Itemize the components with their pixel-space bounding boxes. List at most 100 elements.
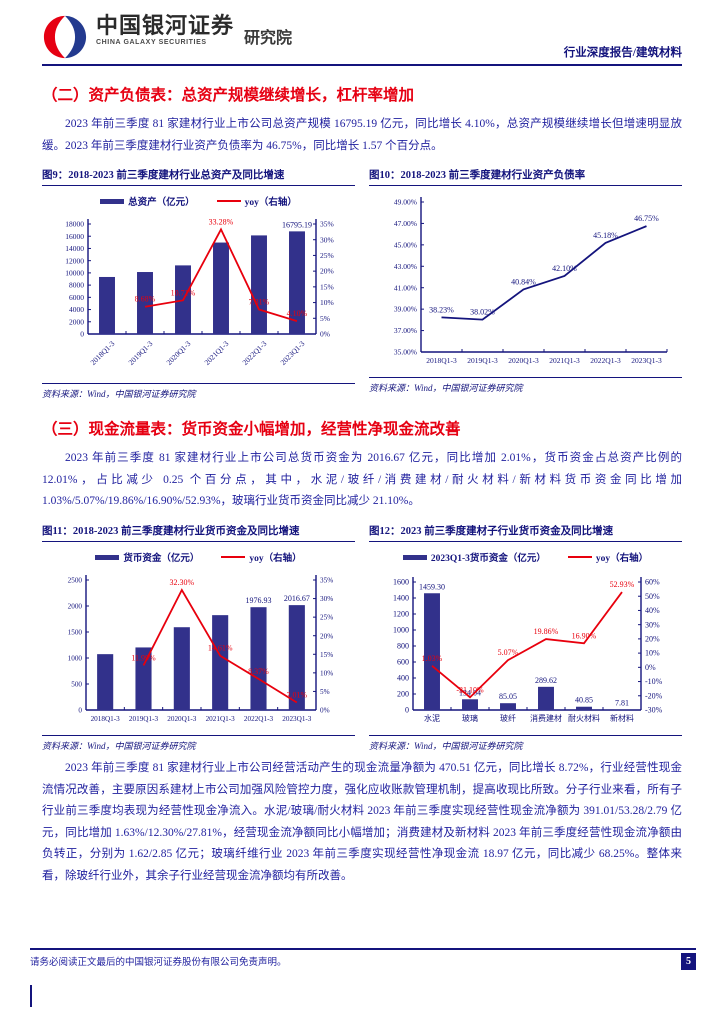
- svg-text:8000: 8000: [69, 281, 84, 290]
- svg-text:1500: 1500: [67, 629, 82, 637]
- svg-text:20%: 20%: [645, 635, 660, 644]
- paragraph: 2023 年前三季度 81 家建材行业上市公司经营活动产生的现金流量净额为 47…: [42, 762, 682, 883]
- svg-text:2.01%: 2.01%: [286, 691, 307, 700]
- svg-text:玻璃: 玻璃: [462, 713, 478, 723]
- svg-text:2018Q1-3: 2018Q1-3: [426, 356, 457, 365]
- svg-text:1000: 1000: [67, 655, 82, 663]
- svg-text:4000: 4000: [69, 305, 84, 314]
- svg-text:-20%: -20%: [645, 691, 663, 700]
- svg-text:30%: 30%: [320, 236, 334, 245]
- figure-9: 图9：2018-2023 前三季度建材行业总资产及同比增速 总资产（亿元） yoy…: [42, 167, 355, 400]
- svg-text:2021Q1-3: 2021Q1-3: [549, 356, 580, 365]
- svg-text:耐火材料: 耐火材料: [568, 713, 600, 723]
- svg-text:2019Q1-3: 2019Q1-3: [128, 715, 158, 723]
- svg-text:45.00%: 45.00%: [393, 241, 416, 250]
- chart-canvas: 35.00% 37.00% 39.00% 41.00% 43.00% 45.00% 47.0…: [393, 197, 667, 365]
- figure-source: 资料来源：Wind，中国银河证券研究院: [369, 735, 682, 752]
- brand-suffix: 研究院: [244, 30, 293, 47]
- svg-text:6000: 6000: [69, 293, 84, 302]
- svg-text:49.00%: 49.00%: [393, 198, 416, 207]
- bar-swatch-icon: [402, 554, 427, 560]
- svg-text:2023Q1-3: 2023Q1-3: [631, 356, 662, 365]
- svg-text:5%: 5%: [320, 314, 330, 323]
- svg-text:16000: 16000: [65, 232, 84, 241]
- figure-caption: 图9：2018-2023 前三季度建材行业总资产及同比增速: [42, 167, 355, 187]
- figure-12: 图12：2023 前三季度建材子行业货币资金及同比增速 2023Q1-3货币资金…: [369, 523, 682, 752]
- svg-text:0: 0: [405, 706, 409, 715]
- figure-source: 资料来源：Wind，中国银河证券研究院: [369, 377, 682, 394]
- svg-text:11.99%: 11.99%: [131, 654, 156, 663]
- svg-text:42.10%: 42.10%: [552, 264, 577, 273]
- svg-text:2500: 2500: [67, 577, 82, 585]
- svg-text:2020Q1-3: 2020Q1-3: [164, 339, 192, 367]
- svg-text:2021Q1-3: 2021Q1-3: [202, 339, 230, 367]
- line-swatch-icon: [221, 556, 246, 559]
- svg-text:2021Q1-3: 2021Q1-3: [205, 715, 235, 723]
- svg-text:2023Q1-3: 2023Q1-3: [278, 339, 306, 367]
- figure-caption: 图11：2018-2023 前三季度建材行业货币资金及同比增速: [42, 523, 355, 543]
- svg-text:0: 0: [78, 707, 82, 715]
- svg-text:1459.30: 1459.30: [419, 582, 445, 591]
- chart-canvas: 0 200 400 600 800 1000 1200 1400 1600 -30% -20% -10…: [393, 577, 663, 723]
- galaxy-logo-icon: [43, 15, 87, 59]
- svg-text:35.00%: 35.00%: [393, 348, 416, 357]
- svg-text:消费建材: 消费建材: [530, 713, 562, 723]
- svg-text:85.05: 85.05: [499, 692, 517, 701]
- svg-text:2020Q1-3: 2020Q1-3: [167, 715, 197, 723]
- brand-block: 中国银河证券 CHINA GALAXY SECURITIES: [96, 13, 234, 46]
- svg-text:400: 400: [397, 674, 409, 683]
- bar-swatch-icon: [100, 198, 125, 204]
- svg-text:200: 200: [397, 690, 409, 699]
- svg-text:38.23%: 38.23%: [429, 306, 454, 315]
- figure-row-1: 图9：2018-2023 前三季度建材行业总资产及同比增速 总资产（亿元） yoy…: [42, 167, 682, 400]
- section-title-2: （二）资产负债表：总资产规模继续增长，杠杆率增加: [42, 87, 415, 104]
- svg-text:12000: 12000: [65, 256, 84, 265]
- svg-text:40.85: 40.85: [575, 696, 593, 705]
- svg-text:玻纤: 玻纤: [500, 713, 516, 723]
- svg-text:2016.67: 2016.67: [283, 594, 309, 603]
- svg-text:-21.10%: -21.10%: [456, 685, 484, 694]
- svg-text:52.93%: 52.93%: [609, 580, 634, 589]
- report-category-tag: 行业深度报告/建筑材料: [563, 47, 682, 59]
- svg-text:2022Q1-3: 2022Q1-3: [590, 356, 621, 365]
- figure-11: 图11：2018-2023 前三季度建材行业货币资金及同比增速 货币资金（亿元）…: [42, 523, 355, 752]
- svg-text:水泥: 水泥: [424, 713, 440, 723]
- svg-text:30%: 30%: [645, 620, 660, 629]
- line-swatch-icon: [567, 556, 592, 559]
- legend-item: yoy（右轴）: [216, 194, 297, 208]
- svg-text:2019Q1-3: 2019Q1-3: [467, 356, 498, 365]
- svg-text:18000: 18000: [65, 220, 84, 229]
- svg-text:2018Q1-3: 2018Q1-3: [88, 339, 116, 367]
- svg-text:-30%: -30%: [645, 706, 663, 715]
- figure-caption: 图12：2023 前三季度建材子行业货币资金及同比增速: [369, 523, 682, 543]
- header-divider: [42, 64, 682, 66]
- svg-text:2019Q1-3: 2019Q1-3: [126, 339, 154, 367]
- svg-text:14.61%: 14.61%: [207, 644, 232, 653]
- svg-text:600: 600: [397, 658, 409, 667]
- legend-item: yoy（右轴）: [567, 550, 648, 564]
- svg-text:15%: 15%: [320, 283, 334, 292]
- svg-text:40.84%: 40.84%: [511, 278, 536, 287]
- svg-text:35%: 35%: [320, 220, 334, 229]
- svg-text:5%: 5%: [320, 688, 330, 696]
- svg-text:32.30%: 32.30%: [169, 578, 194, 587]
- svg-text:1200: 1200: [393, 610, 409, 619]
- svg-text:60%: 60%: [645, 578, 660, 587]
- page-number: 5: [681, 952, 696, 970]
- svg-text:5.07%: 5.07%: [497, 648, 518, 657]
- svg-text:1976.93: 1976.93: [245, 596, 271, 605]
- section-title-3: （三）现金流量表：货币资金小幅增加，经营性净现金流改善: [42, 421, 461, 439]
- svg-text:10%: 10%: [320, 670, 333, 678]
- legend-item: 货币资金（亿元）: [95, 550, 199, 564]
- figure-source: 资料来源：Wind，中国银河证券研究院: [42, 383, 355, 400]
- svg-text:8.68%: 8.68%: [134, 295, 155, 304]
- svg-text:33.28%: 33.28%: [208, 218, 233, 227]
- legend-item: yoy（右轴）: [221, 550, 302, 564]
- paragraph: 2023 年前三季度 81 家建材行业上市公司总货币资金为 2016.67 亿元…: [42, 452, 682, 508]
- line-swatch-icon: [216, 200, 241, 203]
- svg-text:800: 800: [397, 642, 409, 651]
- chart-legend: 2023Q1-3货币资金（亿元） yoy（右轴）: [369, 548, 682, 566]
- svg-text:0%: 0%: [320, 330, 330, 339]
- svg-text:8.37%: 8.37%: [248, 667, 269, 676]
- svg-text:20%: 20%: [320, 632, 333, 640]
